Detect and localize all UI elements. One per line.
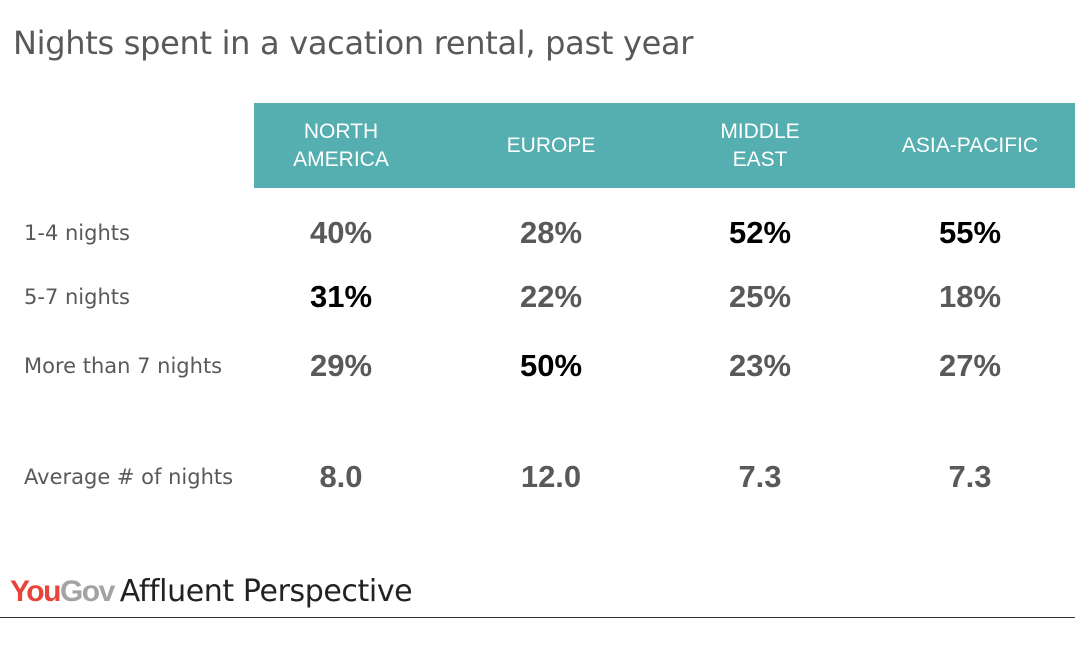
table-cell: 28% xyxy=(519,215,583,250)
table-cell: 55% xyxy=(938,215,1002,250)
table-cell: 23% xyxy=(728,348,792,383)
column-header-2: MIDDLE EAST xyxy=(720,119,800,171)
footer-tagline: Affluent Perspective xyxy=(119,574,413,609)
column-header-band xyxy=(254,103,1075,188)
column-header-3: ASIA-PACIFIC xyxy=(901,133,1039,157)
table-cell: 27% xyxy=(938,348,1002,383)
table-cell: 18% xyxy=(938,279,1002,314)
column-header-1: EUROPE xyxy=(506,133,596,157)
table-cell: 50% xyxy=(519,348,583,383)
table-cell: 29% xyxy=(309,348,373,383)
column-header-0: NORTH AMERICA xyxy=(293,119,389,171)
logo-you-text: You xyxy=(10,575,61,608)
table-cell: 12.0 xyxy=(520,459,582,494)
table-cell: 7.3 xyxy=(738,459,782,494)
table-cell: 52% xyxy=(728,215,792,250)
row-label: More than 7 nights xyxy=(24,354,223,378)
row-label: 1-4 nights xyxy=(24,221,130,245)
table-cell: 22% xyxy=(519,279,583,314)
row-label: 5-7 nights xyxy=(24,285,130,309)
footer-divider xyxy=(0,617,1075,618)
table-cell: 7.3 xyxy=(948,459,992,494)
yougov-logo: You Gov Affluent Perspective xyxy=(10,574,413,609)
table-cell: 31% xyxy=(309,279,373,314)
logo-gov-text: Gov xyxy=(59,575,115,608)
chart-title: Nights spent in a vacation rental, past … xyxy=(13,24,694,62)
table-cell: 8.0 xyxy=(319,459,363,494)
table-cell: 40% xyxy=(309,215,373,250)
row-label: Average # of nights xyxy=(24,465,234,489)
table-cell: 25% xyxy=(728,279,792,314)
